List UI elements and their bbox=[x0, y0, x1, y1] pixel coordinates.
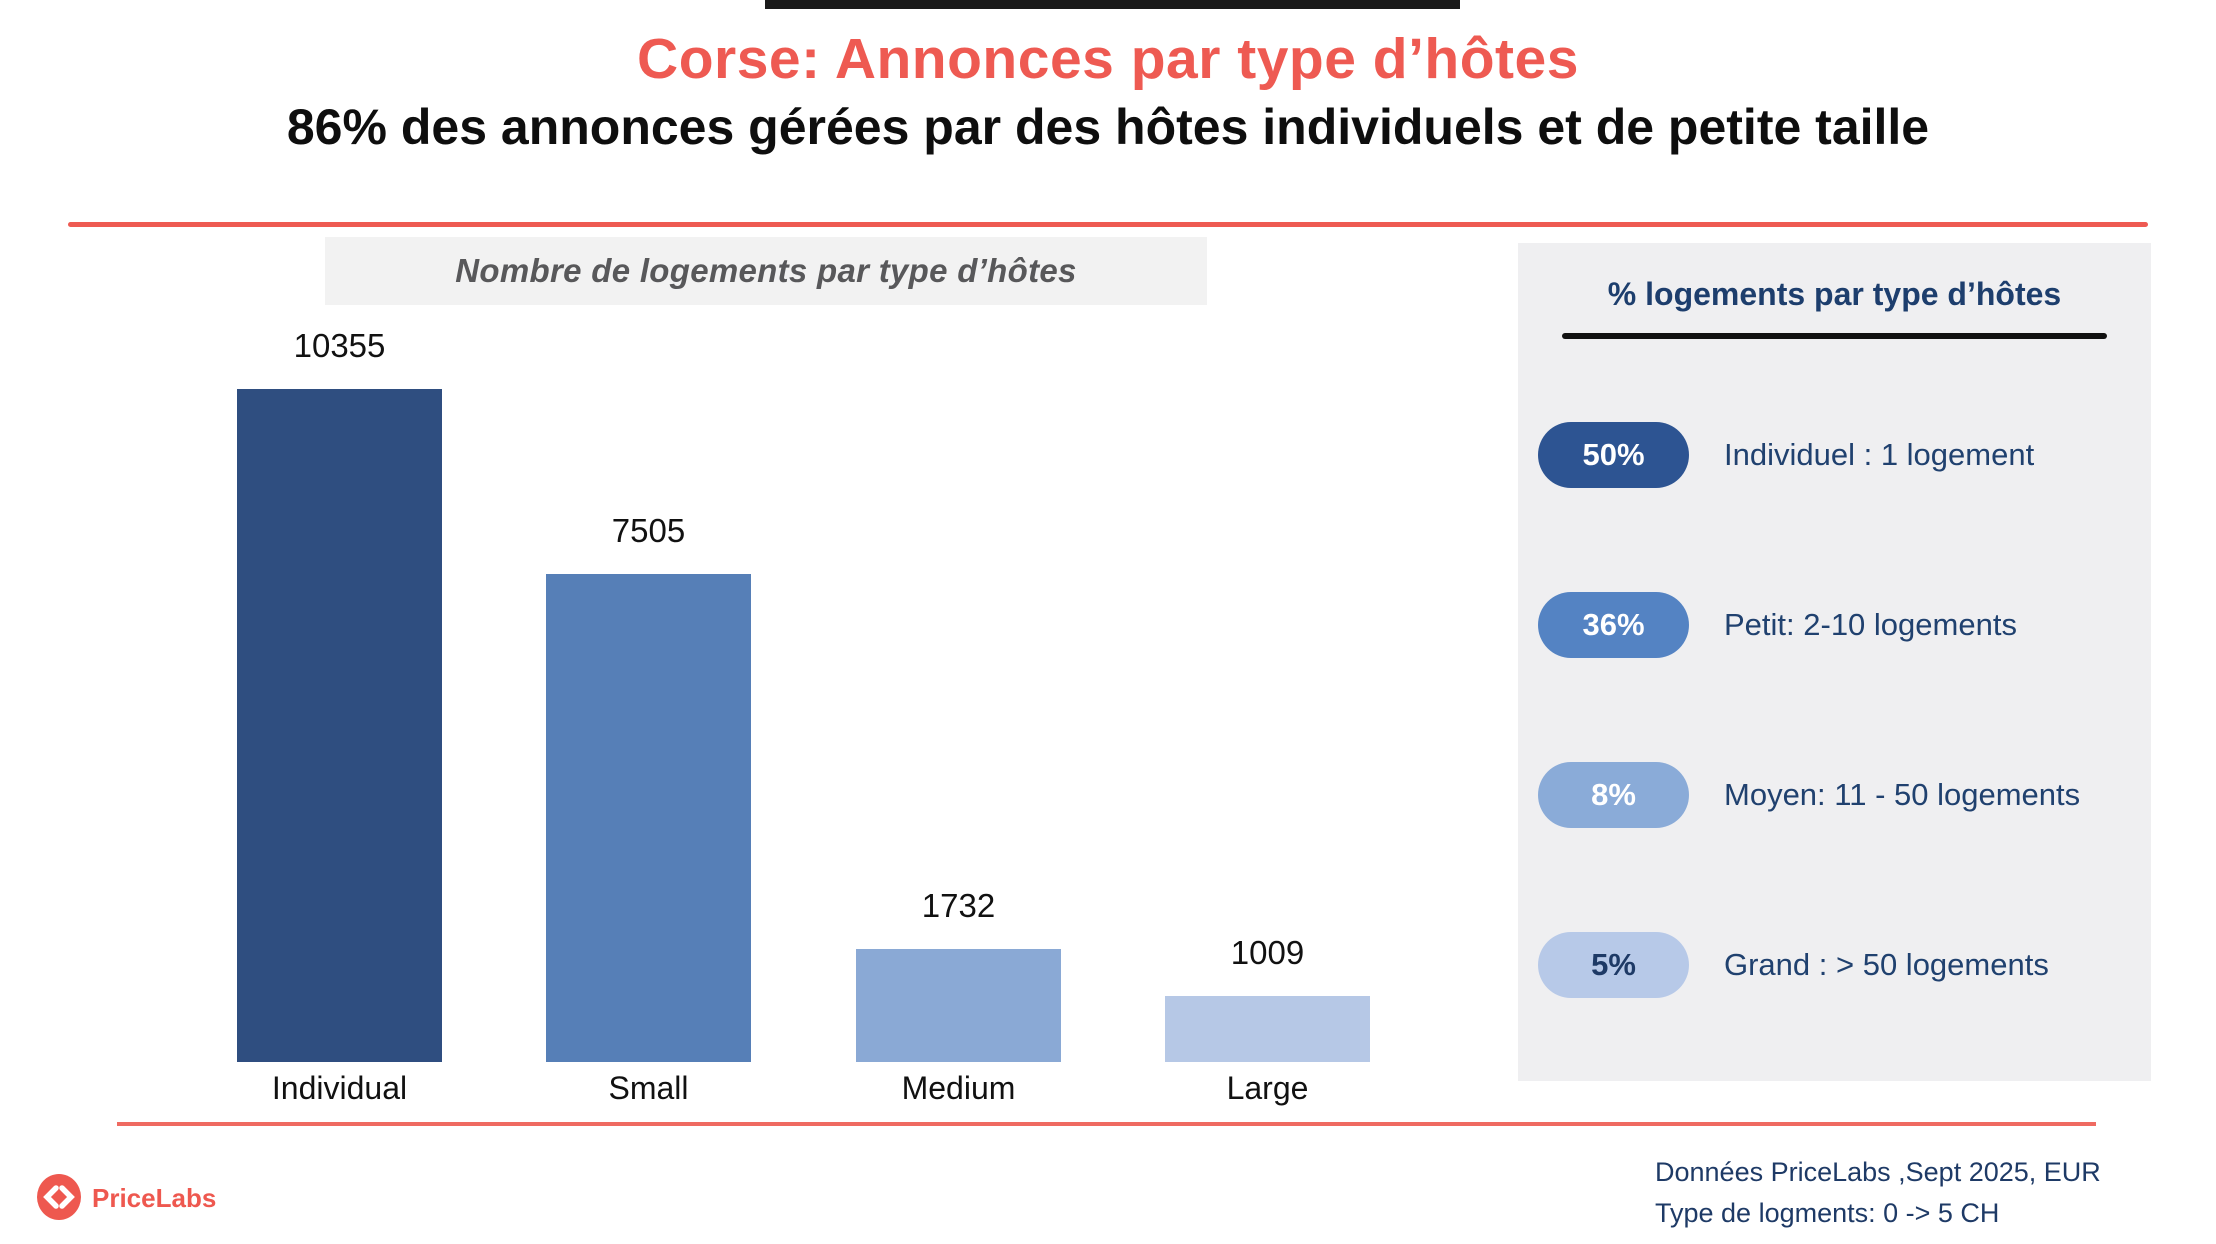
host-type-label: Grand : > 50 logements bbox=[1724, 947, 2049, 982]
top-red-divider bbox=[68, 222, 2148, 227]
percent-pill: 36% bbox=[1538, 592, 1689, 658]
percent-pill: 8% bbox=[1538, 762, 1689, 828]
host-type-percentage-panel: % logements par type d’hôtes 50% Individu… bbox=[1518, 243, 2151, 1081]
host-type-label: Moyen: 11 - 50 logements bbox=[1724, 777, 2081, 812]
panel-row: 5% Grand : > 50 logements bbox=[1518, 932, 2151, 998]
bar-value-label: 7505 bbox=[611, 512, 686, 549]
panel-row: 8% Moyen: 11 - 50 logements bbox=[1518, 762, 2151, 828]
bar bbox=[856, 949, 1061, 1062]
bottom-red-divider bbox=[117, 1122, 2096, 1126]
page-title: Corse: Annonces par type d’hôtes bbox=[637, 27, 1579, 91]
panel-title-underline bbox=[1562, 333, 2107, 339]
bar-category-label: Medium bbox=[901, 1070, 1016, 1106]
pricelabs-wordmark: PriceLabs bbox=[92, 1183, 217, 1213]
bar-value-label: 1009 bbox=[1230, 934, 1305, 971]
bar-value-label: 1732 bbox=[921, 887, 996, 924]
percent-pill: 5% bbox=[1538, 932, 1689, 998]
chart-title-box: Nombre de logements par type d’hôtes bbox=[325, 237, 1207, 305]
pricelabs-logo-icon bbox=[37, 1174, 81, 1220]
percent-pill: 50% bbox=[1538, 422, 1689, 488]
panel-row: 36% Petit: 2-10 logements bbox=[1518, 592, 2151, 658]
page-subtitle: 86% des annonces gérées par des hôtes in… bbox=[286, 99, 1930, 155]
panel-row: 50% Individuel : 1 logement bbox=[1518, 422, 2151, 488]
chart-title: Nombre de logements par type d’hôtes bbox=[455, 252, 1077, 289]
top-cropped-bar-artifact bbox=[765, 0, 1460, 9]
bar-value-label: 10355 bbox=[293, 327, 386, 364]
host-type-label: Individuel : 1 logement bbox=[1724, 437, 2035, 472]
bar bbox=[237, 389, 442, 1062]
bar-category-label: Large bbox=[1226, 1070, 1309, 1106]
bar bbox=[546, 574, 751, 1062]
panel-title: % logements par type d’hôtes bbox=[1607, 276, 2062, 312]
bar bbox=[1165, 996, 1370, 1062]
bar-category-label: Individual bbox=[271, 1070, 408, 1106]
data-source-notes: Données PriceLabs ,Sept 2025, EUR Type d… bbox=[1655, 1152, 2101, 1234]
data-source-line2: Type de logments: 0 -> 5 CH bbox=[1655, 1198, 2000, 1228]
host-type-label: Petit: 2-10 logements bbox=[1724, 607, 2017, 642]
bar-category-label: Small bbox=[608, 1070, 689, 1106]
data-source-line1: Données PriceLabs ,Sept 2025, EUR bbox=[1655, 1157, 2101, 1187]
